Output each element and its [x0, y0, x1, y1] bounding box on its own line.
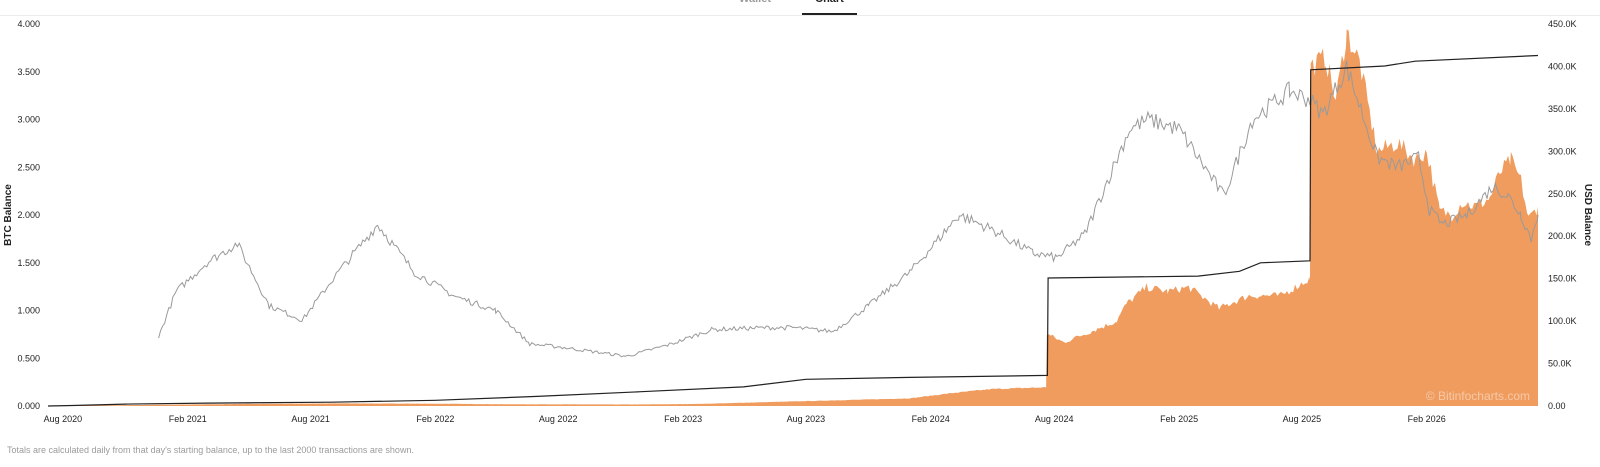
- x-axis-tick-label: Feb 2023: [664, 414, 702, 424]
- left-axis-tick-label: 0.500: [17, 353, 40, 363]
- right-axis-tick-label: 300.0K: [1548, 146, 1577, 156]
- x-axis-tick-label: Feb 2022: [416, 414, 454, 424]
- balance-chart[interactable]: 0.000 0.500 1.000 1.500 2.000 2.500 3.000 3.500…: [0, 16, 1600, 442]
- tab-bar-divider: [0, 15, 1600, 16]
- left-axis-tick-label: 2.000: [17, 210, 40, 220]
- x-axis-tick-label: Feb 2026: [1408, 414, 1446, 424]
- right-axis-ticks: 0.00 50.0K 100.0K 150.0K 200.0K 250.0K 300.0K 3…: [1548, 19, 1577, 411]
- price-line-layer: [158, 60, 1539, 358]
- tab-bar: Wallet Chart: [0, 0, 1600, 16]
- left-axis-tick-label: 0.000: [17, 401, 40, 411]
- right-axis-tick-label: 150.0K: [1548, 274, 1577, 284]
- left-axis-title: BTC Balance: [3, 184, 14, 246]
- right-axis-tick-label: 400.0K: [1548, 61, 1577, 71]
- x-axis-tick-label: Feb 2024: [912, 414, 950, 424]
- price-line: [158, 60, 1539, 358]
- left-axis-tick-label: 4.000: [17, 19, 40, 29]
- right-axis-tick-label: 250.0K: [1548, 189, 1577, 199]
- left-axis-ticks: 0.000 0.500 1.000 1.500 2.000 2.500 3.000 3.500…: [17, 19, 40, 411]
- footnote: Totals are calculated daily from that da…: [7, 445, 414, 455]
- x-axis-tick-label: Aug 2023: [787, 414, 826, 424]
- tab-chart[interactable]: Chart: [802, 0, 857, 16]
- x-axis-tick-label: Aug 2020: [44, 414, 83, 424]
- right-axis-tick-label: 350.0K: [1548, 104, 1577, 114]
- left-axis-tick-label: 3.000: [17, 115, 40, 125]
- x-axis-ticks: Aug 2020 Feb 2021 Aug 2021 Feb 2022 Aug 2022…: [44, 414, 1446, 424]
- watermark: © Bitinfocharts.com: [1426, 389, 1530, 403]
- x-axis-tick-label: Feb 2025: [1160, 414, 1198, 424]
- x-axis-tick-label: Feb 2021: [169, 414, 207, 424]
- usd-balance-area: [48, 29, 1538, 407]
- right-axis-tick-label: 100.0K: [1548, 316, 1577, 326]
- left-axis-tick-label: 1.000: [17, 306, 40, 316]
- right-axis-tick-label: 50.0K: [1548, 359, 1572, 369]
- x-axis-tick-label: Aug 2024: [1035, 414, 1074, 424]
- right-axis-tick-label: 200.0K: [1548, 231, 1577, 241]
- x-axis-tick-label: Aug 2025: [1283, 414, 1322, 424]
- x-axis-tick-label: Aug 2022: [539, 414, 578, 424]
- btc-balance-line-layer: [47, 54, 1539, 407]
- right-axis-title: USD Balance: [1582, 184, 1593, 247]
- tab-wallet[interactable]: Wallet: [725, 0, 785, 13]
- x-axis-tick-label: Aug 2021: [291, 414, 330, 424]
- right-axis-tick-label: 0.00: [1548, 401, 1566, 411]
- left-axis-tick-label: 3.500: [17, 67, 40, 77]
- right-axis-tick-label: 450.0K: [1548, 19, 1577, 29]
- usd-balance-area-layer: [48, 29, 1538, 407]
- left-axis-tick-label: 1.500: [17, 258, 40, 268]
- left-axis-tick-label: 2.500: [17, 162, 40, 172]
- btc-balance-line: [47, 54, 1539, 407]
